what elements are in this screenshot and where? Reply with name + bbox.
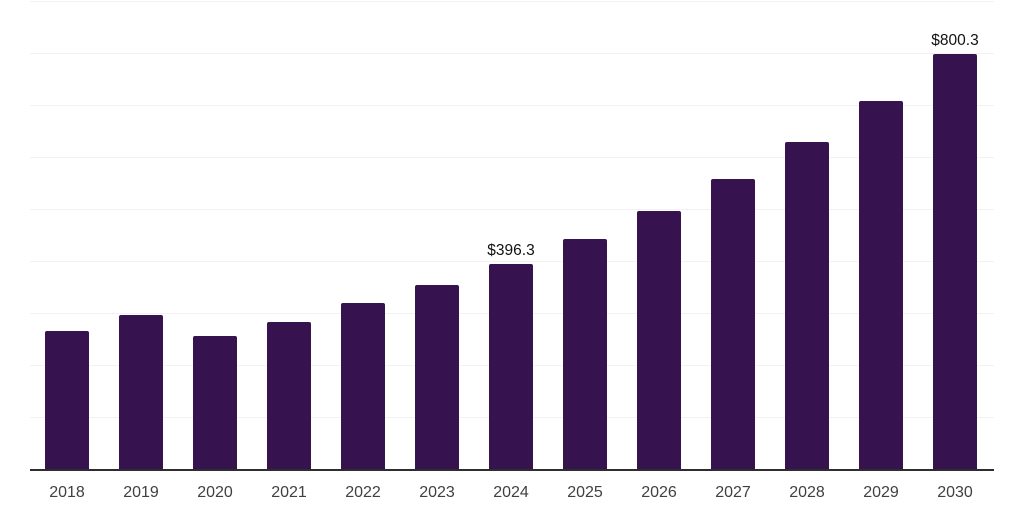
x-axis-label-2024: 2024: [493, 484, 529, 501]
x-axis-label-2026: 2026: [641, 484, 677, 501]
x-axis-label-2021: 2021: [271, 484, 307, 501]
bar-2018: [45, 331, 89, 470]
x-axis-line: [30, 469, 994, 471]
data-label-2024: $396.3: [487, 242, 535, 259]
bar-2026: [637, 211, 681, 470]
bar-2024: [489, 264, 533, 470]
x-axis-label-2020: 2020: [197, 484, 233, 501]
bar-2023: [415, 285, 459, 470]
bar-2020: [193, 336, 237, 470]
bar-2025: [563, 239, 607, 470]
data-label-2030: $800.3: [931, 32, 979, 49]
gridline-600: [30, 157, 994, 158]
bar-2029: [859, 101, 903, 470]
x-axis-label-2019: 2019: [123, 484, 159, 501]
bar-2019: [119, 315, 163, 470]
bar-2030: [933, 54, 977, 470]
bar-2027: [711, 179, 755, 470]
bar-2022: [341, 303, 385, 470]
gridline-500: [30, 209, 994, 210]
x-axis-label-2030: 2030: [937, 484, 973, 501]
x-axis-label-2025: 2025: [567, 484, 603, 501]
bar-2028: [785, 142, 829, 470]
gridline-400: [30, 261, 994, 262]
gridline-700: [30, 105, 994, 106]
x-axis-label-2029: 2029: [863, 484, 899, 501]
x-axis-label-2022: 2022: [345, 484, 381, 501]
gridline-900: [30, 1, 994, 2]
x-axis-label-2023: 2023: [419, 484, 455, 501]
x-axis-label-2027: 2027: [715, 484, 751, 501]
bar-2021: [267, 322, 311, 470]
gridline-800: [30, 53, 994, 54]
x-axis-label-2018: 2018: [49, 484, 85, 501]
x-axis-label-2028: 2028: [789, 484, 825, 501]
